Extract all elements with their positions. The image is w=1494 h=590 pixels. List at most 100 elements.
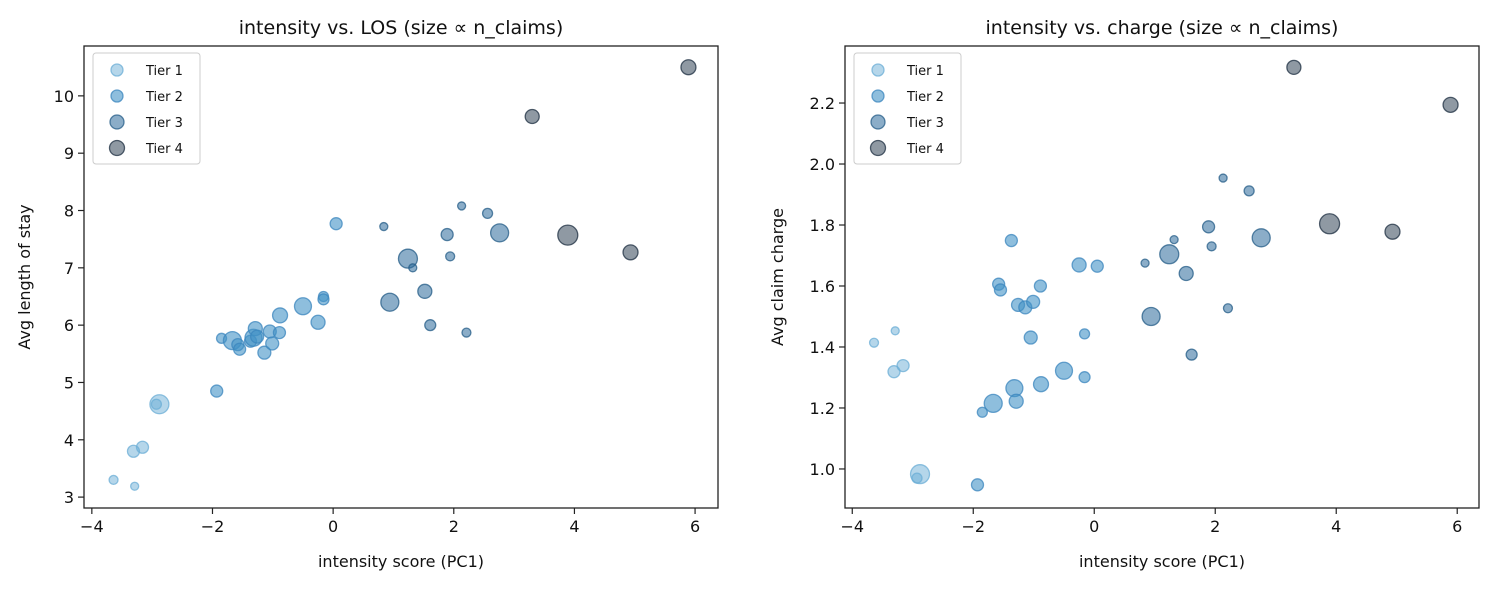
legend-marker-tier-4 <box>869 139 887 157</box>
data-point-tier-2 <box>1078 371 1091 384</box>
legend-label: Tier 2 <box>906 90 944 105</box>
y-tick-label: 1.6 <box>810 277 835 296</box>
chart-title: intensity vs. LOS (size ∝ n_claims) <box>239 17 564 39</box>
y-tick-label: 1.4 <box>810 338 835 357</box>
data-point-tier-2 <box>1008 393 1024 409</box>
x-tick-label: 2 <box>449 517 459 536</box>
data-point-tier-2 <box>970 478 985 492</box>
data-point-tier-1 <box>108 474 119 486</box>
data-point-tier-3 <box>440 227 454 242</box>
legend-marker-tier-2 <box>871 89 885 103</box>
data-point-tier-3 <box>1251 228 1271 248</box>
legend-box <box>853 52 962 165</box>
data-point-tier-3 <box>481 207 494 220</box>
data-point-tier-2 <box>1026 294 1041 309</box>
data-point-tier-1 <box>135 440 150 454</box>
x-axis-label: intensity score (PC1) <box>1079 552 1245 571</box>
legend-label: Tier 2 <box>145 90 183 105</box>
data-point-tier-3 <box>445 251 456 262</box>
data-point-tier-2 <box>257 345 272 360</box>
x-axis-label: intensity score (PC1) <box>318 552 484 571</box>
data-point-tier-2 <box>249 329 265 344</box>
y-tick-label: 5 <box>64 373 74 392</box>
x-tick-label: 4 <box>569 517 579 536</box>
data-point-tier-2 <box>1054 361 1074 380</box>
legend: Tier 1 Tier 2 Tier 3 Tier 4 <box>92 52 201 165</box>
data-point-tier-1 <box>868 337 880 348</box>
data-point-tier-1 <box>150 398 163 410</box>
x-tick-label: 6 <box>1452 517 1462 536</box>
legend-marker-tier-2 <box>110 89 124 103</box>
axes-frame <box>83 45 719 509</box>
y-tick-label: 2.2 <box>810 94 835 113</box>
x-tick-label: 6 <box>690 517 700 536</box>
y-tick-label: 6 <box>64 316 74 335</box>
x-tick-label: −2 <box>961 517 985 536</box>
y-tick-label: 2.0 <box>810 155 835 174</box>
data-point-tier-2 <box>272 325 287 340</box>
data-point-tier-3 <box>417 283 433 299</box>
data-point-tier-3 <box>424 319 437 332</box>
los-scatter-panel: intensity vs. LOS (size ∝ n_claims) inte… <box>15 17 719 571</box>
data-point-tier-3 <box>1178 265 1194 282</box>
data-point-tier-2 <box>1023 330 1038 345</box>
chart-title: intensity vs. charge (size ∝ n_claims) <box>986 17 1339 39</box>
data-point-tier-1 <box>896 358 910 373</box>
legend-marker-tier-3 <box>870 114 886 130</box>
data-point-tier-1 <box>890 326 900 336</box>
legend-marker-tier-4 <box>108 139 126 157</box>
axes-frame <box>844 45 1480 509</box>
data-point-tier-2 <box>265 336 280 351</box>
y-tick-label: 1.2 <box>810 399 835 418</box>
legend-label: Tier 1 <box>906 64 944 79</box>
data-point-tier-2 <box>232 342 247 356</box>
data-point-tier-4 <box>1318 213 1341 235</box>
data-point-tier-3 <box>1206 241 1217 252</box>
data-point-tier-2 <box>317 293 330 306</box>
y-tick-label: 9 <box>64 144 74 163</box>
data-point-tier-1 <box>130 481 140 491</box>
data-point-tier-2 <box>1033 279 1048 293</box>
data-point-tier-2 <box>976 406 988 418</box>
data-point-tier-1 <box>911 472 923 484</box>
y-tick-label: 8 <box>64 202 74 221</box>
y-tick-label: 4 <box>64 431 74 450</box>
legend-label: Tier 4 <box>145 142 183 157</box>
data-point-tier-2 <box>1004 233 1019 248</box>
legend-marker-tier-3 <box>109 114 125 130</box>
data-point-tier-2 <box>1032 376 1050 393</box>
data-point-tier-4 <box>524 108 540 125</box>
data-point-tier-2 <box>293 297 313 316</box>
x-tick-label: −4 <box>840 517 864 536</box>
data-point-tier-3 <box>408 263 418 273</box>
data-point-tier-3 <box>1169 234 1179 245</box>
data-point-tier-4 <box>557 224 579 246</box>
data-point-tier-2 <box>1078 328 1091 340</box>
data-point-tier-2 <box>310 314 326 330</box>
data-point-tier-3 <box>1222 303 1234 314</box>
legend-label: Tier 4 <box>906 142 944 157</box>
y-tick-label: 1.0 <box>810 460 835 479</box>
data-point-tier-4 <box>680 59 697 76</box>
data-point-tier-3 <box>1243 185 1255 197</box>
y-tick-label: 3 <box>64 488 74 507</box>
data-point-tier-2 <box>983 393 1003 414</box>
data-point-tier-4 <box>1442 96 1459 113</box>
data-point-tier-3 <box>461 327 472 338</box>
data-point-tier-2 <box>271 307 289 324</box>
data-point-tier-3 <box>380 292 400 312</box>
data-point-tier-2 <box>993 283 1008 297</box>
x-tick-label: 4 <box>1331 517 1341 536</box>
data-point-tier-3 <box>1159 244 1180 265</box>
legend-marker-tier-1 <box>871 63 885 77</box>
data-point-tier-4 <box>622 244 639 261</box>
legend-label: Tier 1 <box>145 64 183 79</box>
data-point-tier-3 <box>379 221 389 232</box>
data-point-tier-2 <box>329 217 343 231</box>
y-tick-label: 7 <box>64 259 74 278</box>
data-point-tier-3 <box>489 223 510 243</box>
data-point-tier-4 <box>1384 223 1401 240</box>
x-tick-label: −2 <box>201 517 225 536</box>
data-point-tier-3 <box>1218 173 1228 183</box>
data-point-tier-3 <box>1185 348 1198 361</box>
